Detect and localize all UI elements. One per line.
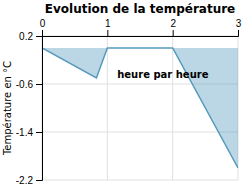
tick-mark <box>36 132 42 133</box>
tick: 0 <box>40 18 46 36</box>
tick: -1.4 <box>16 127 42 138</box>
grid <box>42 36 238 180</box>
chart: 0 1 2 3 0.2 -0.6 -1.4 -2.2 heure par heure Tempér… <box>0 0 250 188</box>
tick-mark <box>36 84 42 85</box>
x-axis: 0 1 2 3 <box>40 18 242 37</box>
tick: -2.2 <box>16 175 42 186</box>
y-axis: 0.2 -0.6 -1.4 -2.2 <box>16 31 43 186</box>
tick-label: -0.6 <box>16 79 34 90</box>
tick-label: 1 <box>105 18 111 29</box>
axis-line <box>43 30 239 37</box>
tick-mark <box>36 180 42 181</box>
grid-line <box>172 36 173 180</box>
tick: 1 <box>105 18 111 36</box>
tick-mark <box>42 30 43 36</box>
marks <box>42 48 238 168</box>
tick-mark <box>36 36 42 37</box>
tick-label: 2 <box>170 18 176 29</box>
grid-line <box>107 36 108 180</box>
tick-mark <box>173 30 174 36</box>
tick: 2 <box>170 18 176 36</box>
tick-mark <box>238 30 239 36</box>
tick-label: 0 <box>40 18 46 29</box>
grid-line <box>42 132 238 133</box>
plot: 0 1 2 3 0.2 -0.6 -1.4 -2.2 heure par heure <box>16 18 242 186</box>
tick: -0.6 <box>16 79 42 90</box>
tick: 0.2 <box>19 31 42 42</box>
tick-label: 0.2 <box>19 31 33 42</box>
tick-label: -2.2 <box>16 175 34 186</box>
tick-mark <box>107 30 108 36</box>
area <box>42 48 238 168</box>
tick-label: -1.4 <box>16 127 34 138</box>
annotation: heure par heure <box>117 69 208 80</box>
grid-line <box>42 180 238 181</box>
axis-line <box>36 37 43 181</box>
tick-label: 3 <box>236 18 242 29</box>
tick: 3 <box>236 18 242 36</box>
line <box>42 48 238 168</box>
title: Evolution de la température <box>45 2 236 16</box>
y-label: Température en °C <box>2 61 13 156</box>
